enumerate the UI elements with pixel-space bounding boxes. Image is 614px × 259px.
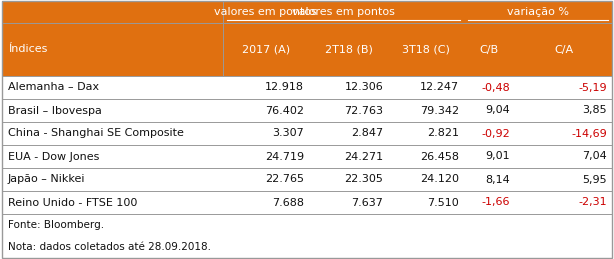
- Text: 76.402: 76.402: [265, 105, 304, 116]
- Text: valores em pontos: valores em pontos: [292, 7, 395, 17]
- Text: 24.719: 24.719: [265, 152, 304, 162]
- Text: -5,19: -5,19: [578, 83, 607, 92]
- Text: 12.918: 12.918: [265, 83, 304, 92]
- Text: Nota: dados coletados até 28.09.2018.: Nota: dados coletados até 28.09.2018.: [8, 242, 211, 252]
- Text: -1,66: -1,66: [481, 198, 510, 207]
- Text: 7.688: 7.688: [272, 198, 304, 207]
- Text: 2T18 (B): 2T18 (B): [325, 45, 373, 54]
- Bar: [2, 1, 612, 76]
- Text: Reino Unido - FTSE 100: Reino Unido - FTSE 100: [8, 198, 138, 207]
- Text: 2017 (A): 2017 (A): [242, 45, 290, 54]
- Text: Japão – Nikkei: Japão – Nikkei: [8, 175, 85, 184]
- Text: C/A: C/A: [554, 45, 573, 54]
- Text: 8,14: 8,14: [485, 175, 510, 184]
- Text: 2.847: 2.847: [351, 128, 383, 139]
- Text: Índices: Índices: [8, 45, 47, 54]
- Text: 5,95: 5,95: [582, 175, 607, 184]
- Text: 24.120: 24.120: [420, 175, 459, 184]
- Text: 26.458: 26.458: [420, 152, 459, 162]
- Text: 7.510: 7.510: [427, 198, 459, 207]
- Text: 3T18 (C): 3T18 (C): [402, 45, 450, 54]
- Bar: [2, 214, 612, 258]
- Text: 72.763: 72.763: [344, 105, 383, 116]
- Text: 9,04: 9,04: [485, 105, 510, 116]
- Text: Alemanha – Dax: Alemanha – Dax: [8, 83, 99, 92]
- Text: 12.306: 12.306: [344, 83, 383, 92]
- Text: Fonte: Bloomberg.: Fonte: Bloomberg.: [8, 220, 104, 230]
- Text: variação %: variação %: [507, 7, 569, 17]
- Text: EUA - Dow Jones: EUA - Dow Jones: [8, 152, 99, 162]
- Text: 9,01: 9,01: [486, 152, 510, 162]
- Text: -0,48: -0,48: [481, 83, 510, 92]
- Text: 22.305: 22.305: [344, 175, 383, 184]
- Text: -2,31: -2,31: [578, 198, 607, 207]
- Text: 79.342: 79.342: [419, 105, 459, 116]
- Bar: [2, 76, 612, 214]
- Text: 12.247: 12.247: [419, 83, 459, 92]
- Text: 22.765: 22.765: [265, 175, 304, 184]
- Text: 3,85: 3,85: [582, 105, 607, 116]
- Text: -0,92: -0,92: [481, 128, 510, 139]
- Text: -14,69: -14,69: [571, 128, 607, 139]
- Text: Brasil – Ibovespa: Brasil – Ibovespa: [8, 105, 102, 116]
- Text: 3.307: 3.307: [272, 128, 304, 139]
- Text: China - Shanghai SE Composite: China - Shanghai SE Composite: [8, 128, 184, 139]
- Text: valores em pontos: valores em pontos: [214, 7, 317, 17]
- Text: 2.821: 2.821: [427, 128, 459, 139]
- Text: 7,04: 7,04: [582, 152, 607, 162]
- Text: 7.637: 7.637: [351, 198, 383, 207]
- Text: 24.271: 24.271: [344, 152, 383, 162]
- Text: C/B: C/B: [480, 45, 499, 54]
